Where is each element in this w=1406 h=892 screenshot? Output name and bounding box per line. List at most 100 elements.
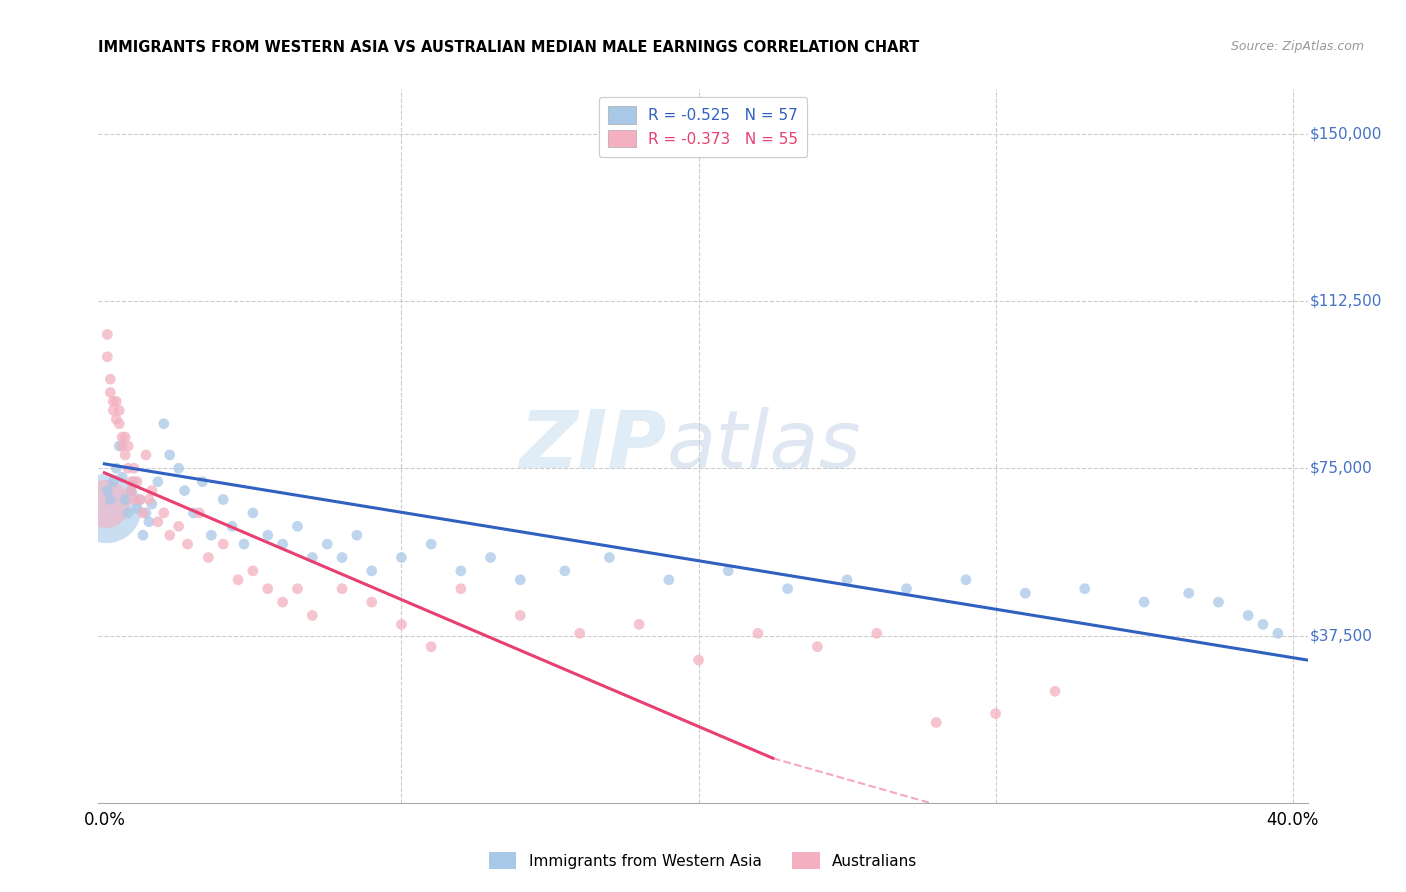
Point [94, 497, 117, 511]
Point [984, 706, 1007, 721]
Point [138, 515, 160, 529]
Point [212, 537, 235, 551]
Point [96, 501, 118, 516]
Text: IMMIGRANTS FROM WESTERN ASIA VS AUSTRALIAN MEDIAN MALE EARNINGS CORRELATION CHAR: IMMIGRANTS FROM WESTERN ASIA VS AUSTRALI… [98, 40, 920, 55]
Text: atlas: atlas [666, 407, 862, 485]
Point [256, 582, 278, 596]
Point [98, 385, 121, 400]
Point [135, 448, 157, 462]
Point [108, 439, 131, 453]
Point [132, 506, 155, 520]
Point [221, 519, 243, 533]
Point [96, 327, 118, 342]
Point [98, 372, 121, 386]
Point [391, 617, 413, 632]
Point [103, 394, 125, 409]
Point [271, 595, 294, 609]
Text: ZIP: ZIP [519, 407, 666, 485]
Point [256, 528, 278, 542]
Point [1177, 586, 1199, 600]
Point [125, 475, 148, 489]
Point [103, 403, 125, 417]
Point [420, 537, 443, 551]
Point [628, 617, 651, 632]
Point [1074, 582, 1097, 596]
Point [1237, 608, 1260, 623]
Point [598, 550, 620, 565]
Point [1133, 595, 1156, 609]
Point [146, 475, 169, 489]
Point [212, 492, 235, 507]
Point [509, 573, 531, 587]
Point [806, 640, 828, 654]
Point [114, 492, 136, 507]
Point [132, 528, 155, 542]
Legend: R = -0.525   N = 57, R = -0.373   N = 55: R = -0.525 N = 57, R = -0.373 N = 55 [599, 97, 807, 157]
Point [1251, 617, 1274, 632]
Text: Source: ZipAtlas.com: Source: ZipAtlas.com [1230, 40, 1364, 54]
Point [117, 506, 139, 520]
Point [1043, 684, 1066, 698]
Point [955, 573, 977, 587]
Point [114, 448, 136, 462]
Point [658, 573, 681, 587]
Point [271, 537, 294, 551]
Legend: Immigrants from Western Asia, Australians: Immigrants from Western Asia, Australian… [482, 846, 924, 875]
Point [120, 483, 142, 498]
Point [108, 417, 131, 431]
Point [776, 582, 799, 596]
Point [287, 519, 309, 533]
Point [183, 506, 205, 520]
Point [105, 394, 128, 409]
Point [117, 439, 139, 453]
Point [747, 626, 769, 640]
Point [167, 461, 190, 475]
Point [835, 573, 858, 587]
Point [125, 501, 148, 516]
Text: $75,000: $75,000 [1310, 461, 1372, 475]
Point [200, 528, 222, 542]
Point [122, 461, 145, 475]
Point [152, 417, 174, 431]
Point [866, 626, 889, 640]
Point [146, 515, 169, 529]
Point [925, 715, 948, 730]
Point [138, 492, 160, 507]
Point [287, 582, 309, 596]
Point [242, 564, 264, 578]
Point [301, 550, 323, 565]
Point [176, 537, 198, 551]
Point [96, 350, 118, 364]
Point [316, 537, 339, 551]
Point [152, 506, 174, 520]
Point [122, 492, 145, 507]
Point [98, 492, 121, 507]
Point [114, 430, 136, 444]
Point [509, 608, 531, 623]
Point [167, 519, 190, 533]
Point [105, 461, 128, 475]
Point [360, 564, 382, 578]
Point [129, 492, 152, 507]
Point [330, 582, 353, 596]
Point [479, 550, 502, 565]
Point [120, 483, 142, 498]
Point [191, 475, 214, 489]
Point [141, 483, 163, 498]
Point [688, 653, 710, 667]
Point [330, 550, 353, 565]
Point [111, 439, 134, 453]
Point [111, 430, 134, 444]
Point [103, 475, 125, 489]
Text: $150,000: $150,000 [1310, 127, 1382, 141]
Point [896, 582, 918, 596]
Point [242, 506, 264, 520]
Point [346, 528, 368, 542]
Point [226, 573, 249, 587]
Point [197, 550, 219, 565]
Point [159, 528, 181, 542]
Point [108, 403, 131, 417]
Point [450, 564, 472, 578]
Point [120, 475, 142, 489]
Point [135, 506, 157, 520]
